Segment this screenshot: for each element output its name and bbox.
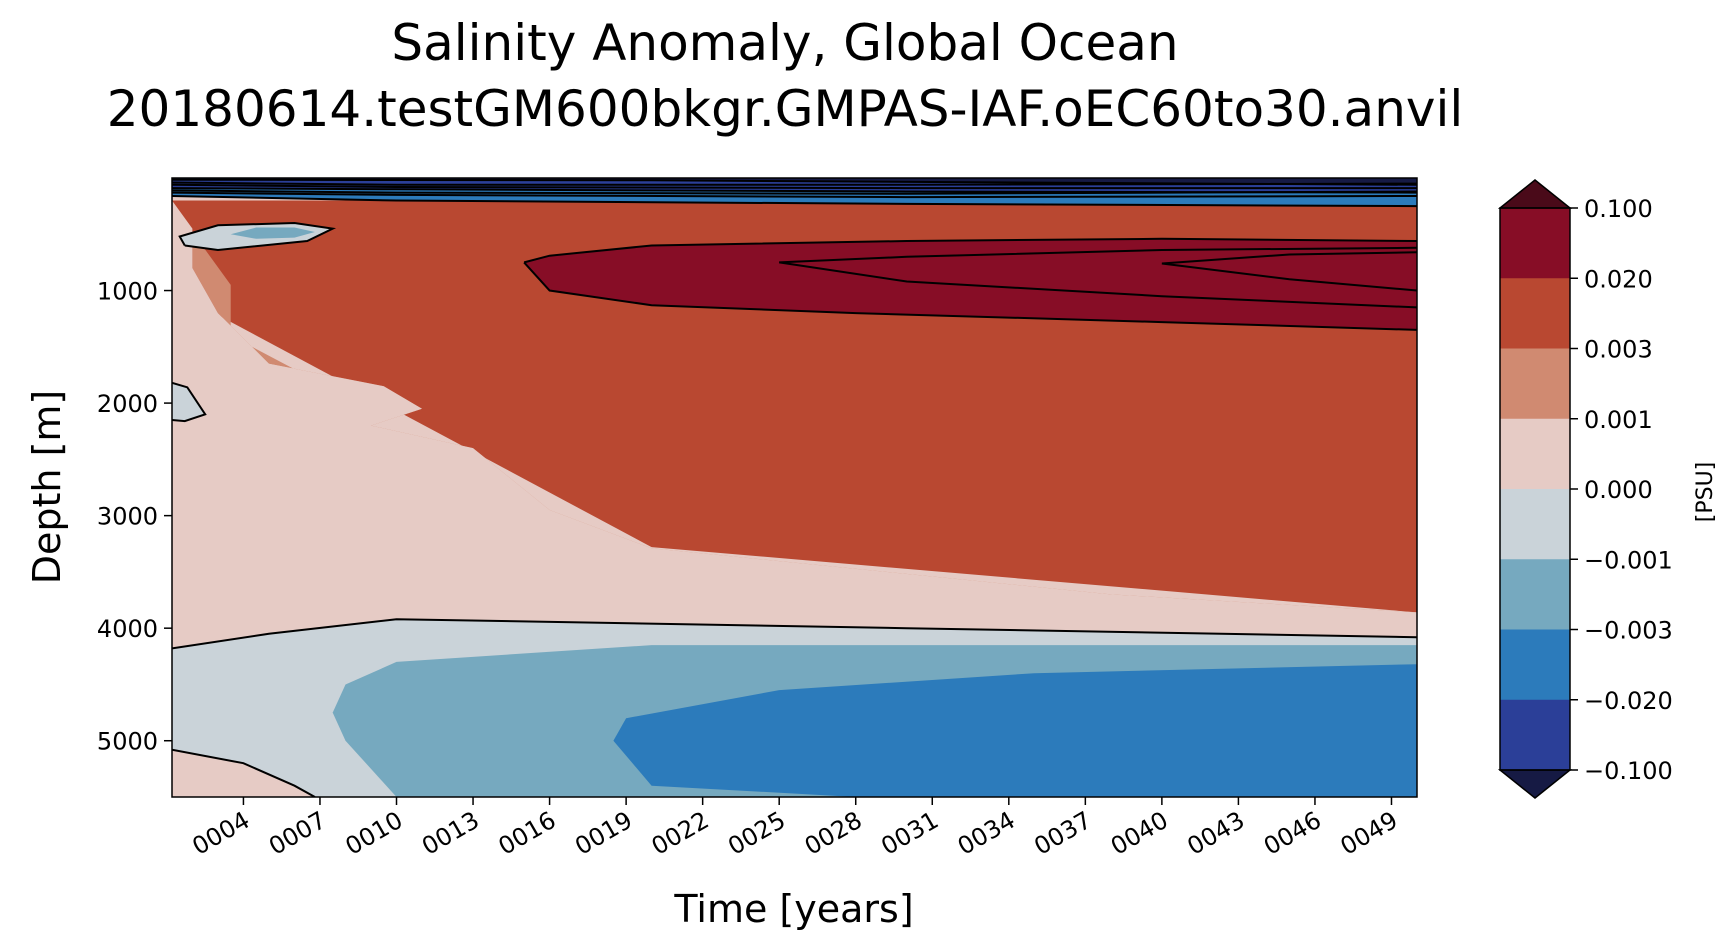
contour-line-15 xyxy=(172,183,1417,190)
contour-line-5 xyxy=(779,261,1417,309)
y-tick-label: 4000 xyxy=(97,615,158,643)
y-tick-label: 5000 xyxy=(97,728,158,756)
y-axis: 1000 2000 3000 4000 5000 xyxy=(97,278,172,756)
contour-line-1 xyxy=(172,618,1417,650)
y-tick-label: 3000 xyxy=(97,503,158,531)
colorbar-extend-min xyxy=(1497,769,1573,799)
contour-line-2 xyxy=(172,748,316,797)
contour-region-13 xyxy=(230,227,315,239)
x-tick-label: 0031 xyxy=(876,806,943,861)
x-tick-label: 0004 xyxy=(188,806,255,861)
contour-fill-layer xyxy=(172,178,1417,797)
contour-line-4 xyxy=(523,237,1417,264)
x-tick-label: 0013 xyxy=(417,806,484,861)
colorbar-tick-label: 0.003 xyxy=(1584,336,1653,364)
contour-line-17 xyxy=(172,178,1417,186)
contour-line-3 xyxy=(523,261,1417,331)
x-tick-label: 0037 xyxy=(1029,806,1096,861)
y-tick-label: 2000 xyxy=(97,390,158,418)
x-tick-label: 0019 xyxy=(570,806,637,861)
plot-frame xyxy=(171,177,1418,798)
contour-region-3 xyxy=(172,200,1417,649)
contour-line-12 xyxy=(172,191,1417,199)
colorbar-band xyxy=(1500,208,1570,279)
colorbar-label: [PSU] xyxy=(1693,462,1718,523)
contour-line-10 xyxy=(172,381,207,423)
x-tick-label: 0028 xyxy=(800,806,867,861)
y-axis-label: Depth [m] xyxy=(25,390,69,585)
colorbar-band xyxy=(1500,418,1570,490)
colorbar-band xyxy=(1500,278,1570,349)
contour-region-7 xyxy=(613,664,1417,797)
colorbar-band xyxy=(1500,559,1570,630)
colorbar-tick-label: −0.003 xyxy=(1584,617,1673,645)
x-tick-label: 0040 xyxy=(1106,806,1173,861)
colorbar-tick-label: 0.001 xyxy=(1584,406,1653,434)
colorbar-band xyxy=(1500,348,1570,420)
contour-line-6 xyxy=(779,246,1417,264)
contour-line-14 xyxy=(172,187,1417,194)
colorbar-tick-label: 0.000 xyxy=(1584,476,1653,504)
colorbar-tick-label: 0.100 xyxy=(1584,195,1653,223)
colorbar-band xyxy=(1500,489,1570,560)
y-tick-label: 1000 xyxy=(97,278,158,306)
colorbar-band xyxy=(1500,629,1570,701)
contour-line-11 xyxy=(172,195,1417,208)
x-tick-label: 0043 xyxy=(1183,806,1250,861)
colorbar-tick-label: −0.100 xyxy=(1584,757,1673,785)
x-axis: 0004 0007 0010 0013 0016 0019 0022 0025 0028 0031… xyxy=(188,797,1403,861)
x-axis-label: Time [years] xyxy=(673,887,913,931)
x-tick-label: 0025 xyxy=(723,806,790,861)
x-tick-label: 0046 xyxy=(1259,806,1326,861)
colorbar: 0.100 0.020 0.003 0.001 0.000 −0.001 −0.003 −0.… xyxy=(1497,179,1673,799)
x-tick-label: 0010 xyxy=(341,806,408,861)
contour-line-8 xyxy=(1161,251,1417,265)
x-tick-label: 0034 xyxy=(953,806,1020,861)
colorbar-tick-label: −0.020 xyxy=(1584,687,1673,715)
colorbar-extend-max xyxy=(1497,179,1573,209)
chart-title: Salinity Anomaly, Global Ocean xyxy=(391,14,1179,72)
x-tick-label: 0007 xyxy=(264,806,331,861)
x-tick-label: 0022 xyxy=(647,806,714,861)
contour-region-8 xyxy=(172,749,315,797)
contour-region-14 xyxy=(172,382,206,422)
contour-line-layer xyxy=(172,178,1417,797)
contour-line-9 xyxy=(178,221,337,252)
x-tick-label: 0016 xyxy=(494,806,561,861)
colorbar-band xyxy=(1500,699,1570,771)
x-tick-label: 0049 xyxy=(1336,806,1403,861)
colorbar-tick-label: −0.001 xyxy=(1584,546,1673,574)
colorbar-tick-label: 0.020 xyxy=(1584,265,1653,293)
chart-subtitle: 20180614.testGM600bkgr.GMPAS-IAF.oEC60to… xyxy=(106,80,1464,138)
contour-line-7 xyxy=(1161,262,1417,292)
